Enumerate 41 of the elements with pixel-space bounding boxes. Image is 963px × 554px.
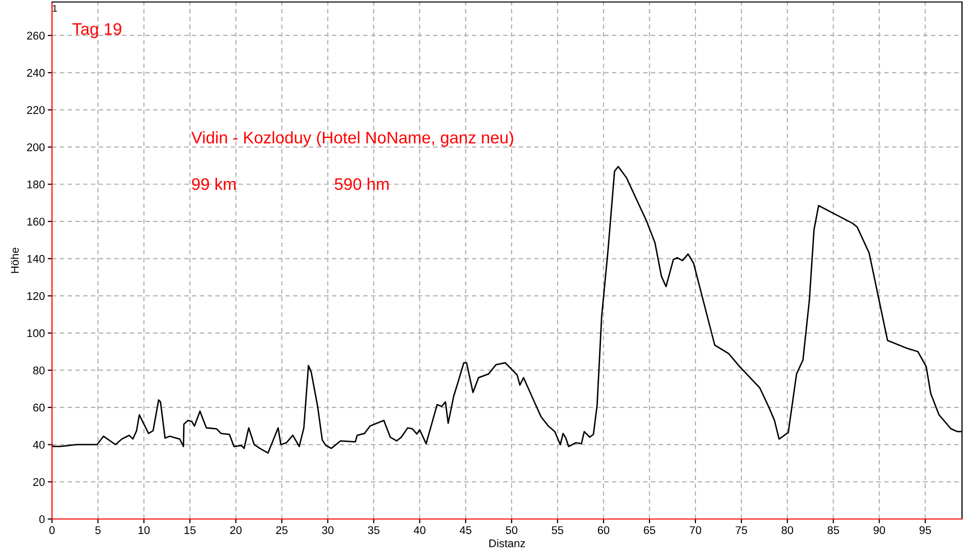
y-tick-label: 40: [32, 440, 45, 449]
y-tick-label: 20: [33, 478, 45, 486]
x-tick-label: 85: [828, 526, 840, 534]
y-tick-label: 80: [33, 366, 45, 374]
x-tick-label: 0: [49, 526, 55, 534]
annotation: 590 hm: [334, 178, 389, 190]
annotation: 99 km: [192, 178, 236, 190]
x-tick-label: 45: [460, 526, 472, 534]
y-tick-label: 140: [27, 254, 45, 263]
x-tick-label: 25: [276, 526, 288, 534]
y-tick-label: 100: [27, 329, 45, 338]
x-tick-label: 10: [138, 526, 150, 534]
x-tick-label: 5: [95, 526, 101, 534]
x-tick-label: 50: [506, 526, 518, 534]
x-tick-label: 75: [736, 526, 748, 534]
y-tick-label: 120: [27, 292, 45, 300]
x-tick-label: 40: [414, 526, 426, 534]
x-tick-label: 20: [230, 526, 242, 534]
x-tick-label: 15: [184, 526, 196, 534]
y-tick-label: 220: [27, 106, 45, 114]
annotation: 1: [52, 4, 57, 12]
x-tick-label: 55: [552, 526, 564, 534]
y-axis-title: Höhe: [10, 248, 19, 273]
y-tick-label: 200: [27, 143, 45, 152]
y-tick-label: 0: [39, 515, 45, 524]
x-tick-label: 60: [598, 526, 610, 534]
y-tick-label: 180: [27, 180, 45, 188]
x-tick-label: 35: [368, 526, 380, 534]
text: Tag 19: [72, 23, 122, 38]
text: Vidin - Kozloduy (Hotel NoName, ganz neu): [191, 131, 514, 147]
y-tick-label: 60: [33, 404, 45, 412]
y-tick-label: 160: [27, 218, 45, 226]
x-axis-title: Distanz: [489, 539, 525, 548]
x-tick-label: 80: [782, 526, 794, 534]
x-tick-label: 90: [874, 526, 886, 534]
x-tick-label: 65: [644, 526, 656, 534]
y-tick-label: 260: [27, 32, 45, 40]
x-tick-label: 30: [322, 526, 334, 534]
x-tick-label: 95: [920, 526, 931, 534]
y-tick-label: 240: [27, 68, 45, 77]
x-tick-label: 70: [690, 526, 702, 534]
